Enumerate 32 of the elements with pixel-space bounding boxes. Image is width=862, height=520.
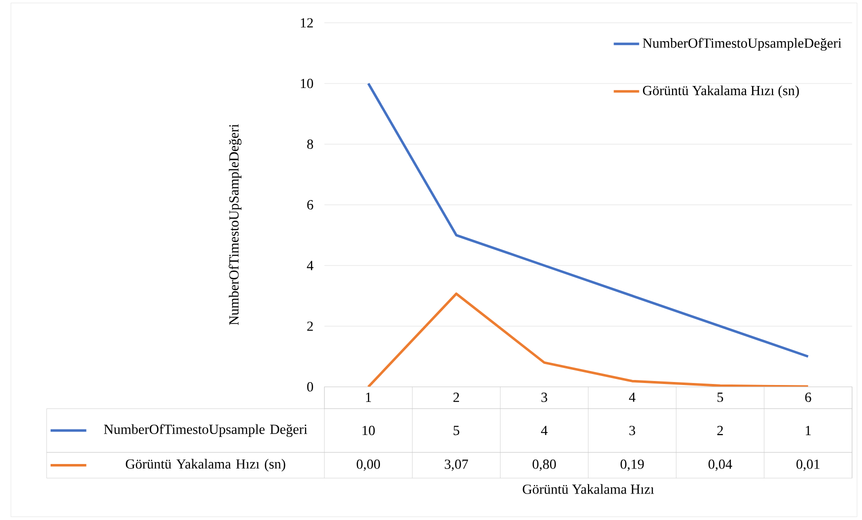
- data-label: 5: [454, 426, 460, 436]
- text: Görüntü Yakalama Hızı: [522, 484, 654, 494]
- x-tick-label: 2: [453, 392, 460, 402]
- y-tick-label: 0: [307, 382, 314, 392]
- y-tick-label: 2: [307, 322, 313, 331]
- data-label: 1: [806, 426, 811, 436]
- y-tick-label: 6: [307, 200, 314, 210]
- x-tick-label: 5: [717, 392, 724, 402]
- legend-label: NumberOfTimestoUpsampleDeğeri: [642, 38, 842, 51]
- data-label: 0,19: [620, 460, 644, 471]
- y-tick-label: 4: [306, 261, 314, 270]
- data-label: 10: [362, 426, 375, 436]
- x-tick-label: 3: [541, 392, 548, 402]
- y-tick-label: 12: [300, 18, 313, 28]
- y-tick-label: 10: [300, 78, 314, 88]
- data-label: 0,80: [532, 460, 556, 471]
- data-label: 3,07: [444, 460, 468, 471]
- data-label: 0,00: [356, 460, 380, 471]
- data-label: 3: [629, 426, 636, 436]
- x-tick-label: 6: [805, 392, 812, 402]
- data-label: 2: [717, 426, 723, 436]
- x-tick-label: 4: [628, 392, 636, 402]
- legend-label: Görüntü Yakalama Hızı (sn): [642, 86, 799, 98]
- text: NumberOfTimestoUpsample Değeri: [104, 424, 308, 437]
- y-tick-label: 8: [307, 140, 314, 149]
- line-series: [367, 292, 810, 387]
- data-label: 4: [541, 426, 548, 436]
- y-axis-title: NumberOfTimestoUpSampleDeğeri: [228, 124, 242, 326]
- text: Görüntü Yakalama Hızı (sn): [126, 459, 286, 472]
- x-tick-label: 1: [366, 392, 371, 402]
- data-label: 0,01: [796, 460, 820, 471]
- data-label: 0,04: [708, 460, 732, 471]
